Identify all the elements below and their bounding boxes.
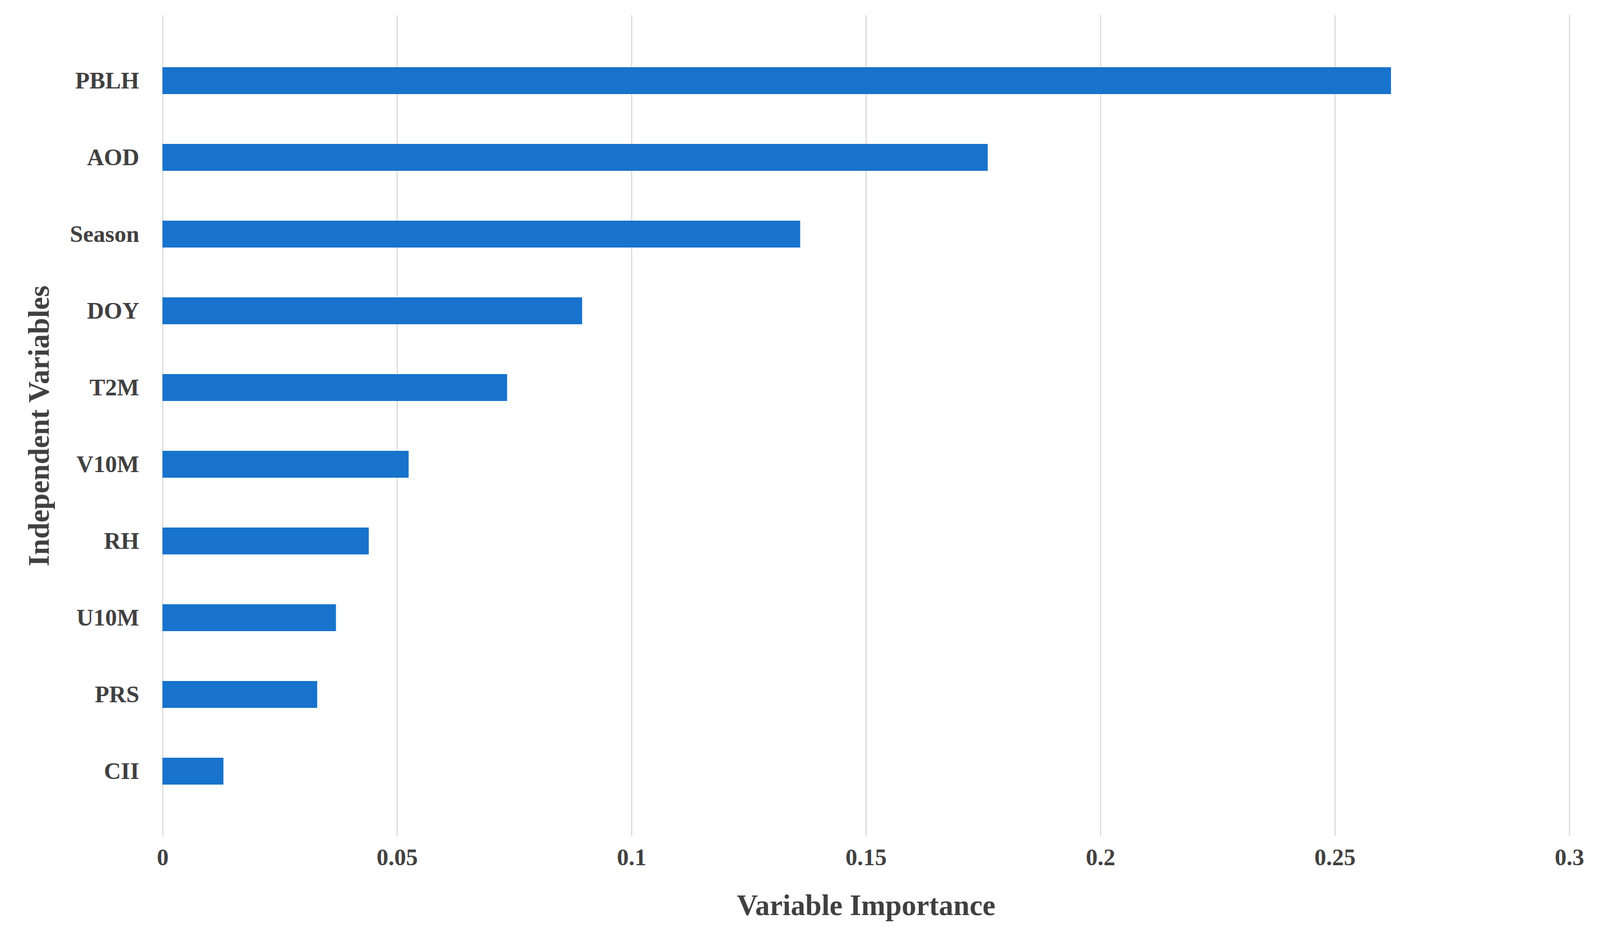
svg-text:0.15: 0.15	[845, 844, 887, 871]
svg-text:PBLH: PBLH	[75, 67, 139, 94]
svg-text:T2M: T2M	[89, 374, 140, 401]
svg-text:Variable Importance: Variable Importance	[736, 889, 996, 922]
svg-text:RH: RH	[104, 528, 140, 555]
svg-text:AOD: AOD	[86, 144, 139, 171]
svg-text:U10M: U10M	[76, 605, 140, 631]
svg-text:0.1: 0.1	[616, 844, 647, 871]
svg-text:0.25: 0.25	[1314, 844, 1356, 871]
svg-text:DOY: DOY	[86, 298, 139, 324]
svg-text:0: 0	[156, 844, 169, 871]
svg-text:Season: Season	[70, 221, 140, 248]
svg-text:PRS: PRS	[94, 681, 139, 708]
svg-text:0.2: 0.2	[1085, 844, 1116, 871]
svg-text:0.3: 0.3	[1554, 844, 1585, 871]
svg-text:Independent Variables: Independent Variables	[22, 285, 55, 567]
svg-text:0.05: 0.05	[376, 844, 418, 871]
svg-text:V10M: V10M	[76, 451, 140, 478]
svg-text:CII: CII	[103, 758, 139, 785]
